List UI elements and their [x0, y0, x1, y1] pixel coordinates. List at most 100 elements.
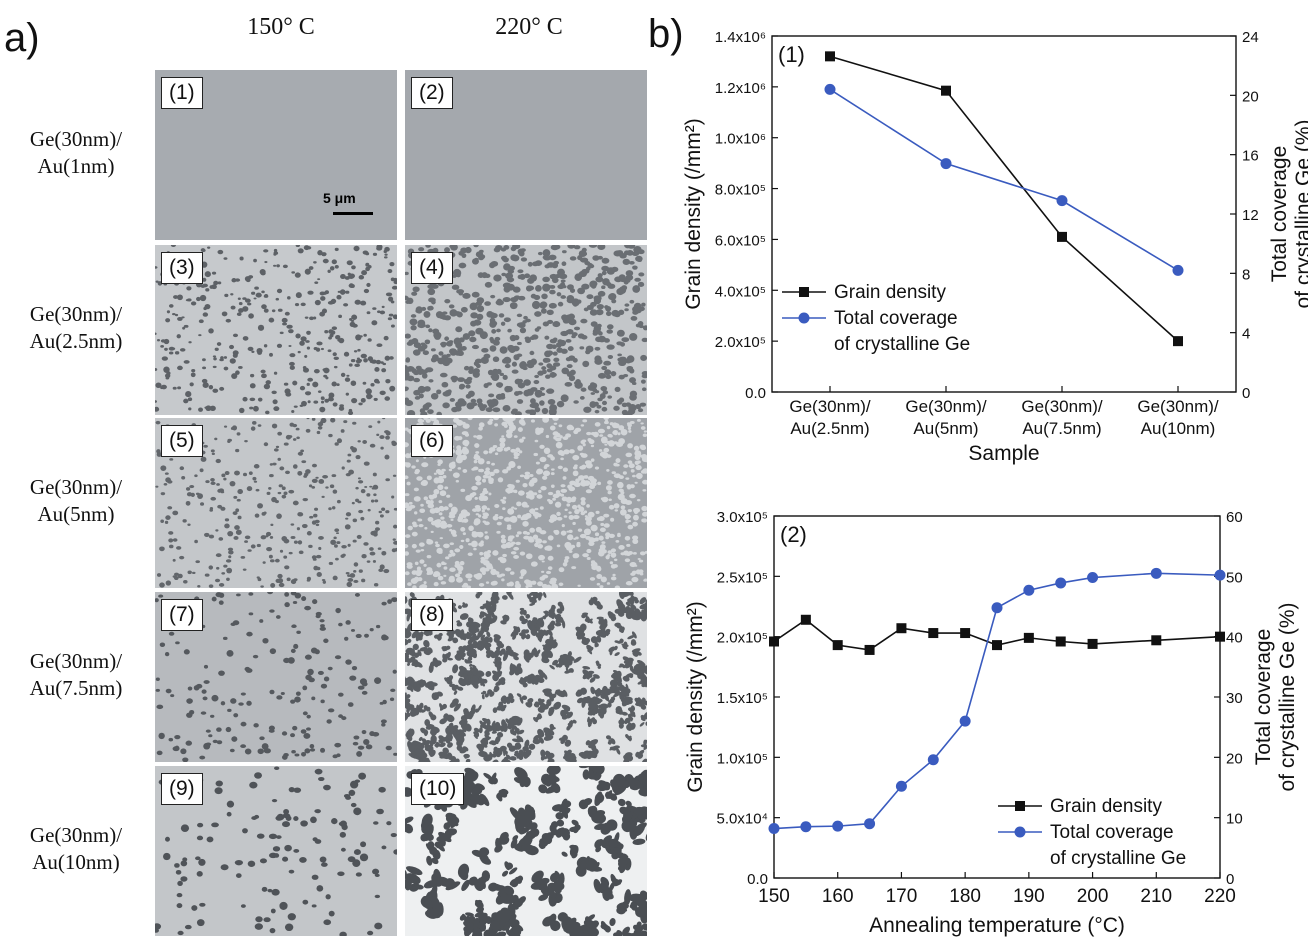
x-tick-label: 180 — [949, 886, 981, 907]
data-point-total-coverage — [1150, 567, 1162, 579]
x-tick-label: Au(2.5nm) — [790, 419, 869, 438]
data-point-total-coverage — [895, 780, 907, 792]
data-point-total-coverage — [1087, 572, 1099, 584]
micrograph-tile-10: (10) — [405, 766, 647, 936]
micrograph-tile-2: (2) — [405, 70, 647, 240]
left-tick-label: 5.0x10⁴ — [717, 811, 768, 828]
x-tick-label: 190 — [1013, 886, 1045, 907]
data-point-grain-density — [928, 628, 939, 639]
x-tick-label: 160 — [822, 886, 854, 907]
tile-label: (6) — [411, 425, 453, 457]
data-point-grain-density — [1173, 336, 1183, 347]
data-point-total-coverage — [864, 818, 876, 830]
data-point-total-coverage — [1172, 264, 1184, 276]
row-label-1: Ge(30nm)/ Au(1nm) — [0, 126, 152, 180]
y-axis-label-right: of crystalline Ge (%) — [1276, 602, 1299, 791]
right-tick-label: 12 — [1242, 207, 1259, 224]
x-tick-label: 170 — [886, 886, 918, 907]
y-axis-label-right: of crystalline Ge (%) — [1292, 119, 1308, 308]
x-tick-label: Ge(30nm)/ — [789, 397, 871, 416]
tile-label: (2) — [411, 77, 453, 109]
data-point-total-coverage — [800, 821, 812, 833]
legend-label: Total coverage — [834, 308, 958, 329]
tile-label: (3) — [161, 252, 203, 284]
row-label-line2: Au(10nm) — [32, 850, 120, 874]
micrograph-tile-1: (1) 5 μm — [155, 70, 397, 240]
row-label-line1: Ge(30nm)/ — [29, 127, 123, 151]
x-tick-label: Ge(30nm)/ — [1021, 397, 1103, 416]
data-point-grain-density — [1151, 635, 1162, 646]
legend-label: Grain density — [834, 282, 946, 303]
panel-label: (2) — [780, 522, 807, 547]
series-line-0 — [829, 55, 1179, 342]
legend-marker — [799, 287, 809, 297]
data-point-total-coverage — [940, 158, 952, 170]
left-tick-label: 0.0 — [747, 871, 768, 888]
data-point-grain-density — [960, 628, 971, 639]
right-tick-label: 24 — [1242, 29, 1259, 46]
data-point-grain-density — [1057, 231, 1067, 242]
scale-bar — [333, 212, 373, 215]
data-point-total-coverage — [768, 823, 780, 835]
row-label-line1: Ge(30nm)/ — [29, 302, 123, 326]
data-point-grain-density — [800, 614, 811, 625]
right-tick-label: 20 — [1226, 750, 1243, 767]
left-tick-label: 1.2x10⁶ — [715, 80, 766, 97]
left-tick-label: 2.0x10⁵ — [717, 630, 768, 647]
scale-bar-label: 5 μm — [323, 190, 356, 206]
right-tick-label: 30 — [1226, 690, 1243, 707]
x-tick-label: Ge(30nm)/ — [905, 397, 987, 416]
x-tick-label: 220 — [1204, 886, 1236, 907]
panel-label: (1) — [778, 42, 805, 67]
data-point-grain-density — [864, 644, 875, 655]
column-header-220c: 220° C — [495, 14, 563, 40]
legend-marker — [798, 312, 810, 324]
right-tick-label: 20 — [1242, 88, 1259, 105]
tile-label: (5) — [161, 425, 203, 457]
x-tick-label: 200 — [1077, 886, 1109, 907]
row-label-line2: Au(5nm) — [37, 502, 115, 526]
tile-label: (8) — [411, 599, 453, 631]
row-label-4: Ge(30nm)/ Au(7.5nm) — [0, 648, 152, 702]
y-axis-label-right: Total coverage — [1252, 629, 1275, 766]
x-tick-label: Au(7.5nm) — [1022, 419, 1101, 438]
right-tick-label: 4 — [1242, 326, 1250, 343]
row-label-5: Ge(30nm)/ Au(10nm) — [0, 822, 152, 876]
data-point-total-coverage — [1055, 577, 1067, 589]
micrograph-tile-4: (4) — [405, 245, 647, 415]
y-axis-label-left: Grain density (/mm²) — [682, 118, 705, 309]
tile-label: (9) — [161, 773, 203, 805]
left-tick-label: 2.5x10⁵ — [717, 569, 768, 586]
data-point-grain-density — [1087, 638, 1098, 649]
legend-marker — [1015, 801, 1025, 811]
micrograph-tile-9: (9) — [155, 766, 397, 936]
x-tick-label: Ge(30nm)/ — [1137, 397, 1219, 416]
tile-label: (7) — [161, 599, 203, 631]
tile-label: (10) — [411, 773, 465, 805]
right-tick-label: 10 — [1226, 811, 1243, 828]
data-point-total-coverage — [1056, 195, 1068, 207]
micrograph-tile-6: (6) — [405, 418, 647, 588]
micrograph-tile-8: (8) — [405, 592, 647, 762]
data-point-grain-density — [825, 51, 835, 62]
data-point-grain-density — [1023, 632, 1034, 643]
x-tick-label: Au(5nm) — [913, 419, 978, 438]
chart-grain-density-vs-sample: (1) 0.0 2.0x10⁵ 4.0x10⁵ 6.0x10⁵ 8.0x10⁵ 1.0x10… — [682, 29, 1308, 465]
left-tick-label: 8.0x10⁵ — [715, 182, 766, 199]
left-tick-label: 3.0x10⁵ — [717, 509, 768, 526]
data-point-grain-density — [896, 623, 907, 634]
left-tick-label: 2.0x10⁵ — [715, 334, 766, 351]
row-label-line1: Ge(30nm)/ — [29, 823, 123, 847]
panel-a-letter: a) — [4, 16, 40, 60]
row-label-line2: Au(1nm) — [37, 154, 115, 178]
data-point-total-coverage — [991, 602, 1003, 614]
row-label-line1: Ge(30nm)/ — [29, 649, 123, 673]
x-tick-label: 150 — [758, 886, 790, 907]
micrograph-tile-3: (3) — [155, 245, 397, 415]
y-axis-label-right: Total coverage — [1268, 146, 1291, 283]
right-tick-label: 50 — [1226, 569, 1243, 586]
right-tick-label: 0 — [1242, 385, 1250, 402]
panel-b-letter: b) — [648, 12, 684, 56]
x-axis-label: Sample — [968, 442, 1039, 465]
tile-label: (1) — [161, 77, 203, 109]
